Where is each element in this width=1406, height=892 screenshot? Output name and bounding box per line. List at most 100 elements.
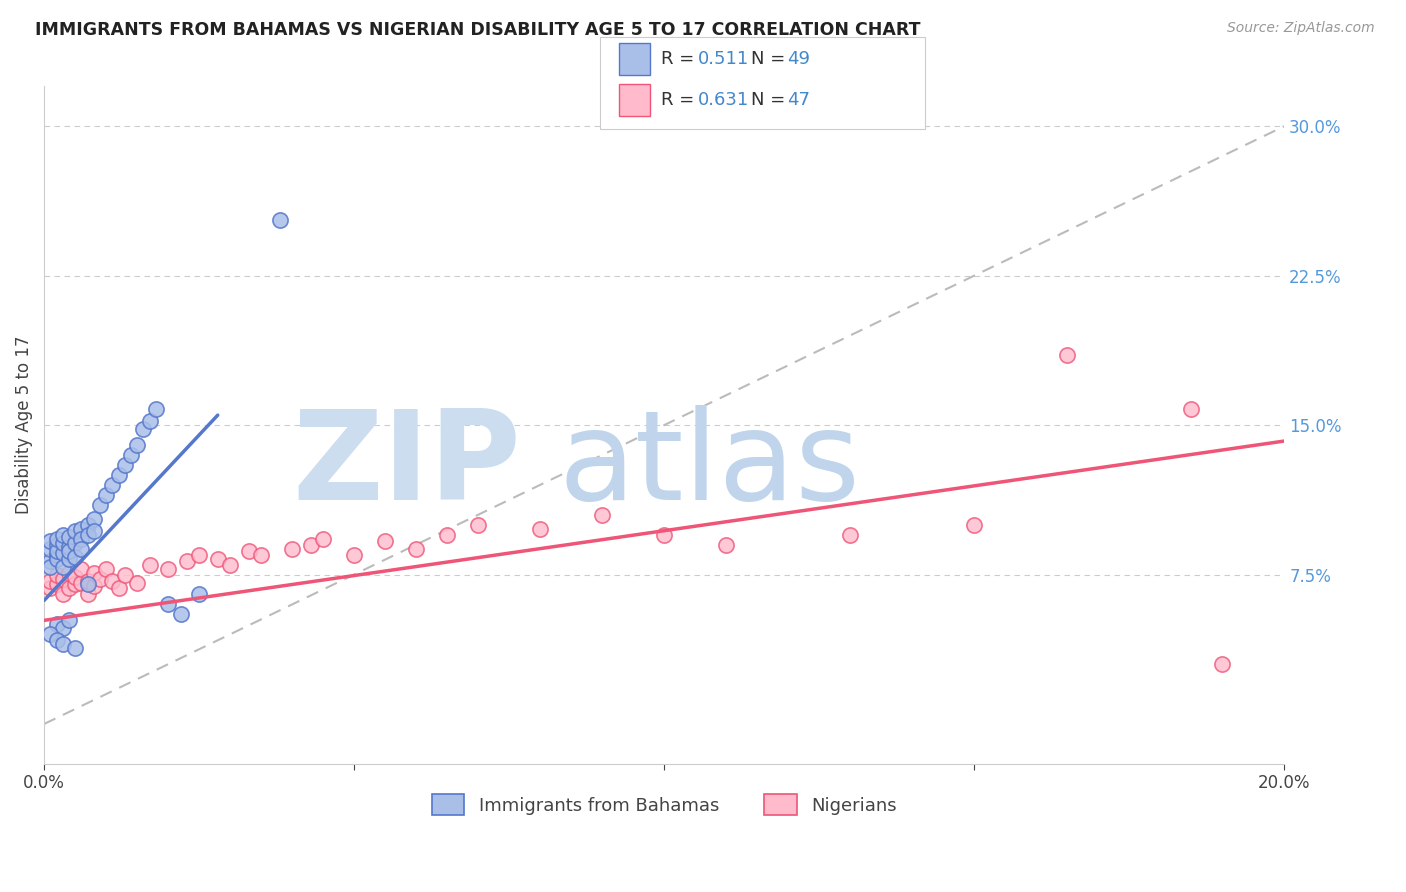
Immigrants from Bahamas — [114, 458, 136, 472]
Nigerians — [963, 517, 986, 532]
Nigerians — [207, 551, 229, 566]
Immigrants from Bahamas — [63, 535, 86, 549]
Immigrants from Bahamas — [127, 438, 149, 452]
Text: atlas: atlas — [558, 405, 860, 526]
Immigrants from Bahamas — [76, 527, 98, 541]
Nigerians — [250, 548, 273, 562]
Immigrants from Bahamas — [269, 212, 291, 227]
Nigerians — [188, 548, 211, 562]
Nigerians — [45, 567, 67, 582]
Immigrants from Bahamas — [145, 402, 167, 417]
Immigrants from Bahamas — [39, 533, 62, 548]
Immigrants from Bahamas — [45, 617, 67, 632]
Nigerians — [1180, 402, 1202, 417]
Nigerians — [39, 582, 62, 596]
Immigrants from Bahamas — [52, 527, 75, 541]
Nigerians — [374, 533, 396, 548]
Immigrants from Bahamas — [58, 543, 80, 558]
Nigerians — [1211, 657, 1233, 672]
Text: R =: R = — [661, 91, 700, 109]
Immigrants from Bahamas — [70, 522, 93, 536]
Immigrants from Bahamas — [39, 559, 62, 574]
Immigrants from Bahamas — [70, 532, 93, 546]
Immigrants from Bahamas — [39, 627, 62, 641]
Text: 0.631: 0.631 — [697, 91, 748, 109]
Nigerians — [716, 538, 738, 552]
Immigrants from Bahamas — [45, 543, 67, 558]
Immigrants from Bahamas — [83, 512, 105, 526]
Nigerians — [70, 561, 93, 575]
Text: 49: 49 — [787, 50, 810, 68]
Nigerians — [83, 579, 105, 593]
Nigerians — [529, 522, 551, 536]
Nigerians — [101, 574, 124, 588]
Immigrants from Bahamas — [138, 414, 160, 428]
Immigrants from Bahamas — [52, 559, 75, 574]
Nigerians — [1056, 348, 1078, 362]
Nigerians — [839, 527, 862, 541]
Immigrants from Bahamas — [58, 540, 80, 554]
Immigrants from Bahamas — [52, 621, 75, 635]
Text: IMMIGRANTS FROM BAHAMAS VS NIGERIAN DISABILITY AGE 5 TO 17 CORRELATION CHART: IMMIGRANTS FROM BAHAMAS VS NIGERIAN DISA… — [35, 21, 921, 38]
Immigrants from Bahamas — [169, 607, 191, 622]
Nigerians — [89, 572, 111, 586]
Nigerians — [76, 587, 98, 601]
Text: ZIP: ZIP — [292, 405, 522, 526]
Nigerians — [94, 561, 117, 575]
Nigerians — [157, 561, 180, 575]
Nigerians — [176, 553, 198, 567]
Nigerians — [591, 508, 613, 522]
Nigerians — [138, 558, 160, 572]
Text: 47: 47 — [787, 91, 810, 109]
Nigerians — [114, 567, 136, 582]
Immigrants from Bahamas — [63, 549, 86, 564]
Immigrants from Bahamas — [45, 532, 67, 546]
Immigrants from Bahamas — [94, 488, 117, 502]
Immigrants from Bahamas — [45, 633, 67, 648]
Immigrants from Bahamas — [52, 546, 75, 560]
Immigrants from Bahamas — [89, 498, 111, 512]
Immigrants from Bahamas — [52, 637, 75, 651]
Immigrants from Bahamas — [132, 422, 155, 436]
Immigrants from Bahamas — [76, 577, 98, 591]
Immigrants from Bahamas — [83, 524, 105, 538]
Nigerians — [63, 577, 86, 591]
Nigerians — [39, 574, 62, 588]
Text: Source: ZipAtlas.com: Source: ZipAtlas.com — [1227, 21, 1375, 35]
Immigrants from Bahamas — [157, 598, 180, 612]
Immigrants from Bahamas — [120, 448, 142, 462]
Text: N =: N = — [751, 50, 790, 68]
Nigerians — [652, 527, 675, 541]
Immigrants from Bahamas — [58, 551, 80, 566]
Immigrants from Bahamas — [101, 478, 124, 492]
Y-axis label: Disability Age 5 to 17: Disability Age 5 to 17 — [15, 336, 32, 515]
Text: N =: N = — [751, 91, 790, 109]
Immigrants from Bahamas — [76, 517, 98, 532]
Nigerians — [83, 566, 105, 580]
Nigerians — [467, 517, 489, 532]
Nigerians — [107, 582, 129, 596]
Text: 0.511: 0.511 — [697, 50, 748, 68]
Immigrants from Bahamas — [45, 538, 67, 552]
Nigerians — [76, 574, 98, 588]
Nigerians — [219, 558, 242, 572]
Nigerians — [52, 587, 75, 601]
Text: R =: R = — [661, 50, 700, 68]
Immigrants from Bahamas — [39, 541, 62, 556]
Immigrants from Bahamas — [70, 541, 93, 556]
Nigerians — [436, 527, 458, 541]
Immigrants from Bahamas — [45, 548, 67, 562]
Legend: Immigrants from Bahamas, Nigerians: Immigrants from Bahamas, Nigerians — [425, 788, 904, 822]
Nigerians — [58, 582, 80, 596]
Nigerians — [238, 543, 260, 558]
Nigerians — [127, 575, 149, 590]
Immigrants from Bahamas — [39, 553, 62, 567]
Immigrants from Bahamas — [107, 467, 129, 482]
Nigerians — [63, 569, 86, 583]
Immigrants from Bahamas — [58, 530, 80, 544]
Immigrants from Bahamas — [58, 613, 80, 627]
Nigerians — [281, 541, 304, 556]
Immigrants from Bahamas — [63, 524, 86, 538]
Immigrants from Bahamas — [63, 641, 86, 656]
Immigrants from Bahamas — [52, 535, 75, 549]
